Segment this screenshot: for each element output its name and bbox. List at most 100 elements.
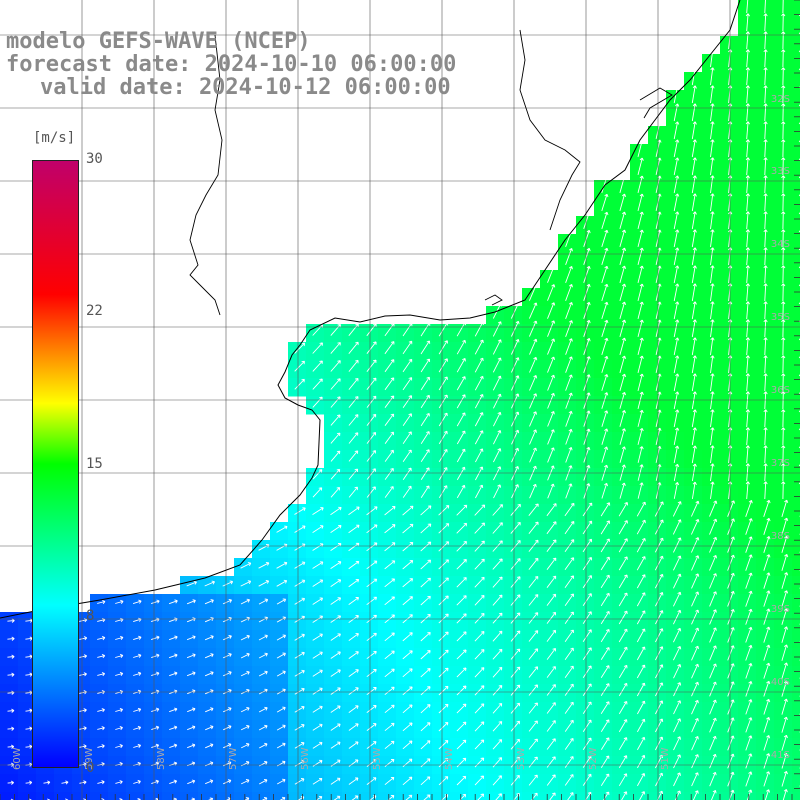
wind-arrow (763, 481, 768, 500)
wind-arrow (276, 724, 286, 731)
wind-arrow (79, 780, 87, 785)
wind-arrow (637, 139, 644, 158)
wind-arrow (781, 319, 786, 338)
wind-arrow (312, 723, 323, 731)
wind-arrow (492, 739, 503, 750)
wind-arrow (745, 681, 753, 697)
wind-arrow (366, 723, 377, 731)
wind-arrow (673, 121, 680, 140)
wind-arrow (402, 431, 412, 445)
wind-arrow (205, 725, 214, 731)
wind-arrow (25, 672, 33, 677)
wind-arrow (384, 650, 395, 660)
wind-arrow (600, 773, 610, 786)
field-cell (486, 792, 505, 800)
wind-arrow (564, 557, 575, 571)
wind-arrow (673, 718, 682, 733)
wind-arrow (781, 283, 786, 302)
wind-arrow (781, 680, 789, 697)
wind-arrow (294, 669, 305, 677)
wind-arrow (763, 572, 771, 589)
wind-arrow (402, 722, 413, 732)
wind-arrow (636, 592, 646, 607)
wind-arrow (384, 377, 395, 391)
wind-arrow (745, 409, 750, 428)
field-cell (468, 792, 487, 800)
wind-arrow (222, 653, 232, 659)
wind-arrow (456, 412, 466, 427)
wind-arrow (763, 680, 771, 697)
wind-arrow (691, 555, 700, 571)
wind-arrow (402, 541, 414, 552)
wind-arrow (745, 139, 750, 158)
wind-arrow (672, 555, 682, 571)
wind-arrow (690, 500, 700, 517)
wind-arrow (420, 650, 431, 660)
wind-arrow (456, 504, 468, 516)
wind-arrow (619, 391, 627, 409)
wind-arrow (547, 374, 555, 391)
field-cell (792, 90, 800, 109)
wind-arrow (348, 560, 360, 570)
wind-arrow (384, 722, 395, 732)
wind-arrow (745, 31, 750, 50)
field-cell (792, 144, 800, 163)
wind-arrow (546, 738, 556, 750)
wind-arrow (492, 339, 502, 355)
wind-arrow (223, 779, 232, 785)
wind-arrow (330, 378, 341, 390)
wind-arrow (474, 321, 484, 337)
wind-arrow (745, 67, 750, 86)
wind-arrow (600, 701, 610, 715)
wind-arrow (727, 590, 735, 607)
wind-arrow (240, 724, 250, 731)
wind-arrow (348, 432, 359, 444)
wind-arrow (691, 427, 697, 446)
wind-arrow (330, 705, 341, 713)
wind-arrow (474, 558, 485, 570)
field-cell (162, 792, 181, 800)
wind-arrow (745, 518, 753, 535)
wind-arrow (619, 410, 627, 427)
wind-arrow (348, 705, 359, 713)
wind-arrow (151, 743, 160, 749)
land-border (484, 294, 503, 306)
wind-arrow (384, 632, 395, 642)
wind-arrow (618, 682, 628, 697)
wind-arrow (781, 13, 786, 32)
wind-arrow (510, 320, 520, 337)
lon-label: 60W (12, 747, 23, 770)
wind-arrow (204, 653, 214, 659)
wind-arrow (456, 613, 467, 624)
wind-arrow (348, 759, 359, 767)
wind-arrow (691, 754, 699, 769)
wind-arrow (710, 481, 715, 499)
wind-arrow (402, 413, 412, 427)
wind-arrow (583, 229, 591, 247)
wind-arrow (294, 561, 306, 569)
wind-arrow (781, 734, 788, 751)
wind-arrow (420, 740, 431, 750)
wind-arrow (492, 466, 502, 481)
wind-arrow (763, 103, 768, 122)
wind-arrow (600, 610, 610, 625)
wind-arrow (330, 561, 342, 569)
wind-arrow (546, 611, 557, 624)
wind-arrow (438, 376, 448, 391)
wind-arrow (637, 247, 644, 266)
wind-arrow (25, 708, 33, 713)
wind-arrow (745, 590, 753, 607)
wind-arrow (691, 121, 697, 140)
wind-arrow (186, 671, 196, 677)
wind-arrow (222, 634, 232, 641)
wind-arrow (781, 644, 789, 661)
wind-arrow (528, 738, 538, 750)
wind-arrow (764, 789, 771, 800)
wind-arrow (637, 409, 644, 427)
wind-arrow (710, 409, 715, 428)
wind-arrow (618, 755, 628, 769)
wind-arrow (402, 322, 413, 337)
wind-arrow (330, 360, 341, 372)
wind-arrow (510, 702, 521, 714)
wind-arrow (366, 632, 377, 642)
